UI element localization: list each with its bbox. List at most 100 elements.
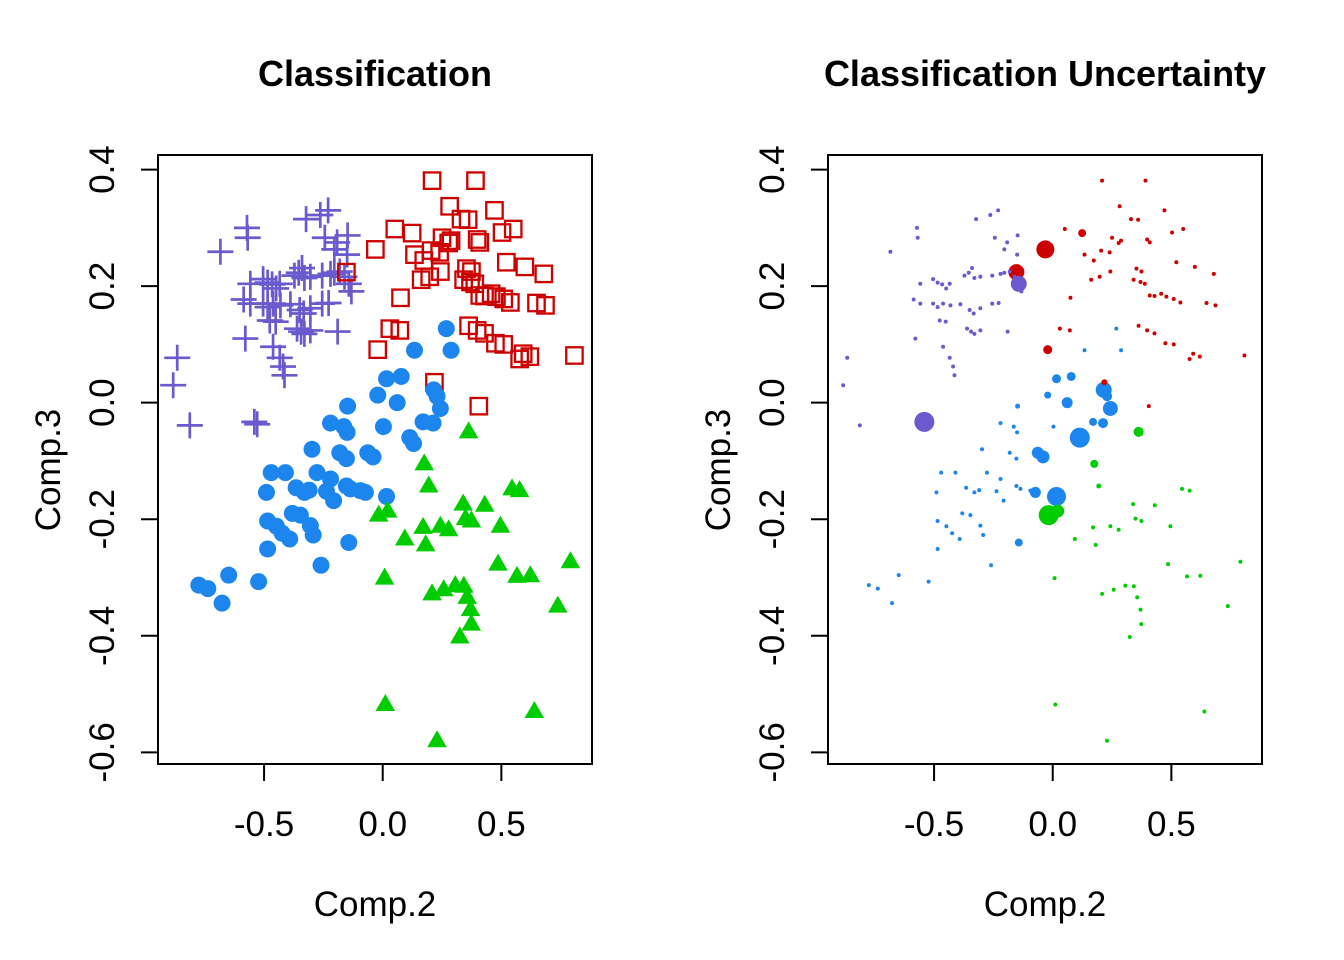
uncertainty-point	[978, 274, 983, 279]
data-point	[250, 573, 268, 591]
data-point	[481, 284, 501, 304]
data-point	[427, 730, 447, 748]
data-point	[356, 483, 374, 501]
uncertainty-point	[966, 270, 971, 275]
y-tick-label: -0.4	[753, 606, 792, 666]
data-point	[388, 394, 406, 412]
uncertainty-point	[1131, 584, 1136, 589]
x-tick-label: 0.0	[358, 805, 407, 844]
uncertainty-point	[939, 470, 944, 475]
uncertainty-point	[957, 537, 962, 542]
data-point	[494, 289, 514, 309]
uncertainty-point	[1061, 397, 1073, 409]
uncertainty-point	[1018, 486, 1023, 491]
y-tick-label: -0.2	[753, 489, 792, 549]
uncertainty-point	[1171, 296, 1176, 301]
uncertainty-point	[1178, 300, 1183, 305]
data-point	[440, 196, 459, 216]
data-point	[536, 296, 555, 315]
data-point	[234, 224, 261, 251]
uncertainty-point	[1152, 331, 1157, 336]
uncertainty-point	[948, 303, 953, 308]
data-point	[232, 325, 259, 352]
panel-classification: -0.5 0.0 0.5 -0.6 -0.4 -0.2 0.0 0.2 0.4	[83, 145, 593, 844]
uncertainty-point	[978, 328, 983, 333]
panel-uncertainty: -0.5 0.0 0.5 -0.6 -0.4 -0.2 0.0 0.2 0.4	[753, 145, 1263, 844]
uncertainty-point	[1062, 227, 1067, 232]
data-point	[469, 396, 489, 416]
uncertainty-point	[935, 518, 940, 523]
uncertainty-point	[1171, 342, 1176, 347]
data-point	[377, 500, 398, 518]
uncertainty-point	[1081, 441, 1086, 446]
data-point	[369, 386, 387, 404]
data-point	[390, 321, 410, 340]
uncertainty-point	[918, 301, 923, 306]
data-point	[507, 565, 527, 583]
uncertainty-point	[960, 511, 965, 516]
uncertainty-point	[1180, 486, 1185, 491]
uncertainty-point	[845, 355, 850, 360]
uncertainty-point	[1069, 427, 1090, 448]
uncertainty-point	[969, 329, 974, 334]
uncertainty-point	[1192, 264, 1197, 269]
data-point	[467, 230, 487, 249]
x-tick-label: 0.5	[477, 805, 526, 844]
uncertainty-point	[1052, 374, 1062, 384]
uncertainty-point	[943, 319, 948, 324]
data-point	[442, 341, 460, 359]
uncertainty-point	[1147, 240, 1152, 245]
data-point	[213, 594, 231, 612]
uncertainty-point	[857, 423, 862, 428]
data-point	[286, 297, 313, 324]
uncertainty-point	[1139, 269, 1144, 274]
data-point	[465, 274, 485, 294]
data-point	[337, 450, 355, 468]
uncertainty-point	[841, 383, 846, 388]
data-point	[438, 519, 459, 537]
data-point	[458, 421, 479, 439]
data-point	[405, 434, 423, 452]
uncertainty-point	[1100, 591, 1105, 596]
x-tick-label: 0.5	[1147, 805, 1196, 844]
data-point	[207, 238, 234, 265]
data-point	[490, 515, 511, 533]
uncertainty-point	[1015, 403, 1021, 409]
x-tick-label: -0.5	[904, 805, 964, 844]
data-point	[485, 201, 504, 220]
data-point	[257, 483, 275, 501]
uncertainty-point	[1057, 326, 1062, 331]
uncertainty-point	[896, 573, 901, 578]
data-point	[475, 323, 494, 343]
uncertainty-point	[1166, 562, 1171, 567]
data-point	[425, 381, 443, 399]
data-point	[474, 494, 495, 512]
data-point	[488, 553, 508, 571]
uncertainty-point	[990, 273, 995, 278]
uncertainty-point	[935, 546, 940, 551]
uncertainty-point	[1242, 353, 1247, 358]
data-point	[424, 414, 442, 432]
data-point	[501, 293, 520, 312]
uncertainty-point	[1170, 230, 1175, 235]
data-point	[338, 278, 365, 305]
data-point	[411, 270, 431, 290]
uncertainty-point	[934, 490, 939, 495]
data-point	[321, 236, 348, 263]
uncertainty-point	[953, 470, 958, 475]
data-point	[524, 701, 545, 719]
uncertainty-point	[988, 213, 993, 218]
data-point	[503, 219, 523, 239]
data-point	[293, 206, 320, 233]
uncertainty-point	[913, 336, 918, 341]
uncertainty-point	[1068, 295, 1073, 300]
uncertainty-point	[1135, 595, 1140, 600]
uncertainty-point	[978, 523, 983, 528]
uncertainty-point	[1146, 404, 1151, 409]
left-x-axis-label: Comp.2	[313, 885, 437, 924]
uncertainty-point	[1007, 269, 1012, 274]
uncertainty-point	[1145, 328, 1150, 333]
data-point	[331, 263, 358, 290]
data-point	[339, 397, 357, 415]
